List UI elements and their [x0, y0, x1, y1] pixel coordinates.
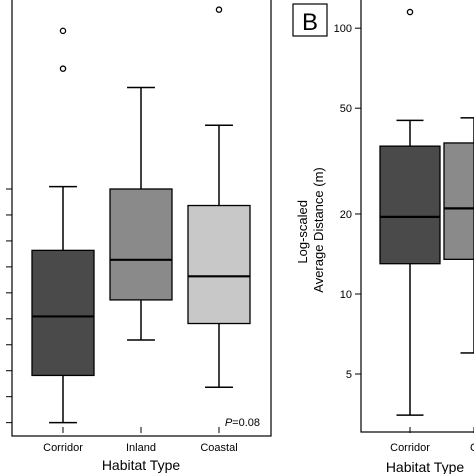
y-tick-label: 100	[334, 23, 352, 35]
box-inland	[109, 188, 173, 301]
x-tick-label: Corridor	[390, 442, 430, 454]
x-tick-label: Coastal	[200, 442, 237, 454]
panel-b-letter: B	[302, 9, 318, 36]
panel-b-y-axis-title: Log-scaled Average Distance (m)	[295, 167, 326, 292]
panel-a-x-axis-title: Habitat Type	[102, 457, 181, 473]
y-tick-label: 20	[340, 209, 352, 221]
x-tick-label: Inland	[126, 442, 156, 454]
x-tick-label: Corridor	[43, 442, 83, 454]
panel-a-frame	[11, 0, 272, 437]
panel-b-x-axis-title: Habitat Type	[386, 459, 465, 474]
panel-b-letter-box	[292, 3, 328, 37]
outlier-point	[406, 8, 414, 16]
box-coastal	[187, 204, 251, 325]
ylabel-line-1: Log-scaled	[295, 200, 310, 264]
y-tick-label: 50	[340, 103, 352, 115]
panel-b: 5 10 20 50 100 Corridor C	[334, 8, 474, 454]
outlier-point	[59, 65, 67, 72]
panel-b-frame	[360, 0, 474, 433]
outlier-point	[59, 27, 67, 35]
box-corridor	[31, 249, 95, 377]
box-corridor	[379, 145, 441, 265]
panel-a-p-value: P=0.08	[225, 417, 260, 429]
y-tick-label: 5	[346, 369, 352, 381]
outlier-point	[215, 6, 223, 13]
y-tick-label: 10	[340, 289, 352, 301]
panel-a: Corridor Inland Coastal	[6, 6, 251, 454]
x-tick-label: C	[470, 442, 474, 454]
ylabel-line-2: Average Distance (m)	[311, 167, 326, 292]
box-c	[443, 142, 474, 260]
